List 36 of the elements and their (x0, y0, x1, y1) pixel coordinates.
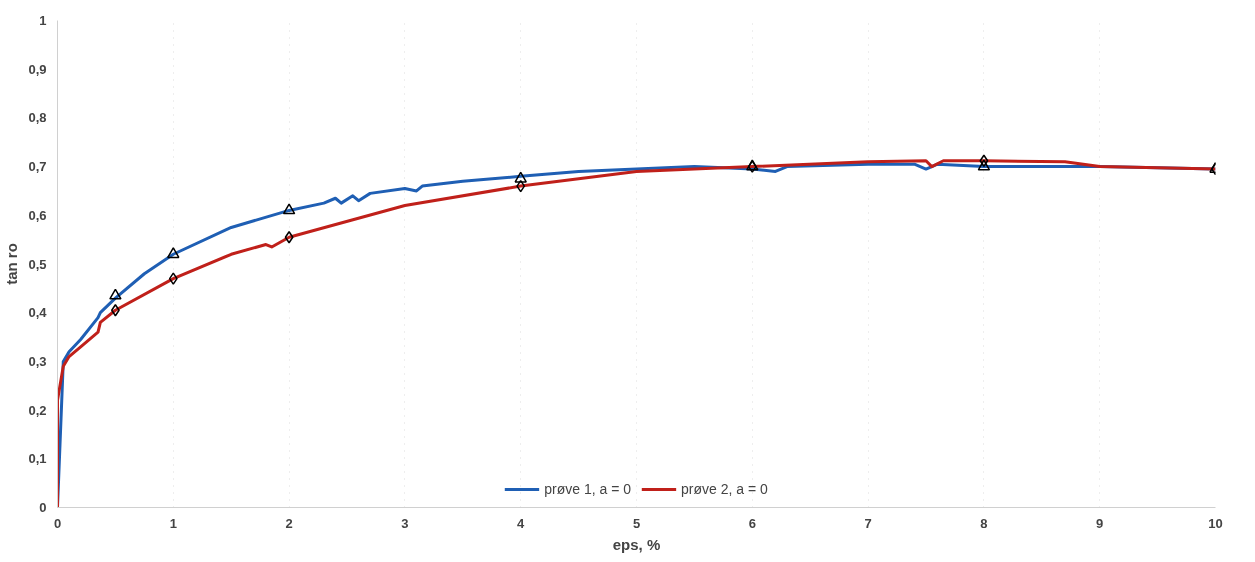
y-tick-label: 0,4 (28, 305, 48, 321)
x-tick-label: 6 (748, 515, 756, 531)
x-tick-label: 7 (864, 515, 872, 531)
y-tick-label: 0,6 (28, 207, 47, 223)
point (516, 179, 526, 193)
y-tick-label: 1 (39, 13, 47, 28)
x-tick-label: 8 (980, 515, 988, 531)
point (284, 230, 294, 244)
x-tick-label: 2 (285, 515, 293, 531)
point (110, 304, 120, 317)
y-tick-label: 0 (39, 500, 47, 515)
x-tick-label: 10 (1208, 515, 1223, 531)
y-tick-label: 0,2 (28, 402, 47, 418)
legend-label: prøve 1, a = 0 (544, 481, 631, 497)
y-tick-label: 0,7 (28, 159, 47, 175)
legend-label: prøve 2, a = 0 (681, 481, 768, 497)
y-tick-label: 0,5 (28, 256, 47, 272)
point (167, 247, 180, 259)
x-tick-label: 5 (632, 515, 641, 531)
x-tick-label: 0 (53, 515, 62, 531)
x-tick-label: 3 (401, 515, 409, 531)
y-tick-label: 0,8 (28, 110, 47, 126)
point (514, 171, 527, 183)
point (109, 288, 122, 300)
y-tick-label: 0,9 (28, 61, 47, 77)
x-tick-label: 9 (1096, 515, 1104, 531)
point (977, 159, 991, 171)
y-tick-label: 0,3 (28, 353, 47, 369)
y-tick-label: 0,1 (28, 451, 47, 467)
y-axis-title: tan ro (3, 243, 21, 285)
x-tick-label: 1 (169, 515, 177, 531)
point (282, 203, 296, 215)
point (979, 154, 989, 168)
point (168, 272, 178, 285)
x-axis-title: eps, % (612, 535, 661, 553)
x-tick-label: 4 (517, 515, 526, 531)
